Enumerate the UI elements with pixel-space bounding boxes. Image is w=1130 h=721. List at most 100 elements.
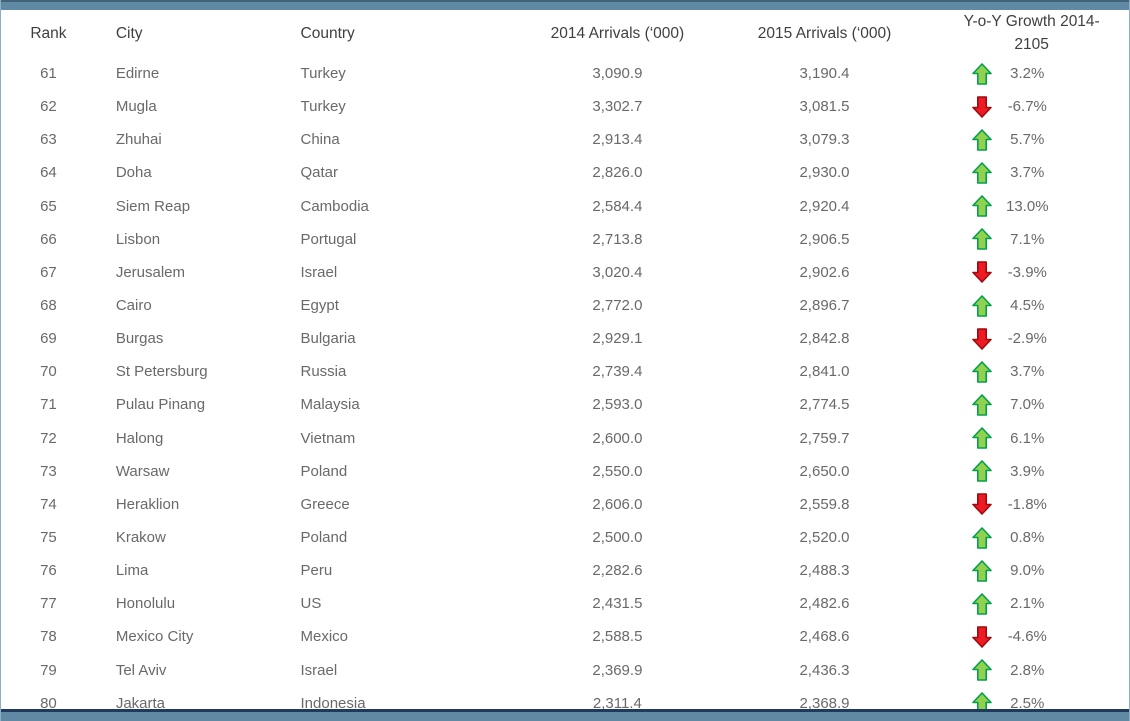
- growth-cell: -3.9%: [934, 261, 1129, 284]
- country-cell: Vietnam: [300, 429, 356, 447]
- up-arrow-icon: [972, 228, 993, 251]
- rank-cell: 68: [40, 297, 57, 315]
- up-arrow-icon: [972, 62, 993, 85]
- table-row: 78 Mexico City Mexico 2,588.5 2,468.6 -4…: [1, 620, 1129, 653]
- rank-cell: 69: [40, 330, 57, 348]
- up-arrow-icon: [972, 559, 993, 582]
- city-cell: Jerusalem: [115, 263, 186, 281]
- rank-cell: 75: [40, 529, 57, 547]
- rank-cell: 71: [40, 396, 57, 414]
- country-cell: Portugal: [300, 230, 357, 248]
- arrivals-2015-cell: 2,488.3: [799, 562, 850, 580]
- table-row: 71 Pulau Pinang Malaysia 2,593.0 2,774.5…: [1, 388, 1129, 421]
- table-body: 61 Edirne Turkey 3,090.9 3,190.4 3.2% 62…: [1, 57, 1129, 720]
- growth-cell: -1.8%: [934, 493, 1129, 516]
- growth-cell: 2.1%: [934, 593, 1129, 615]
- city-cell: Heraklion: [115, 495, 180, 513]
- up-arrow-icon: [972, 394, 993, 416]
- country-cell: Indonesia: [300, 694, 366, 712]
- rank-cell: 78: [40, 628, 57, 646]
- growth-value: 13.0%: [1006, 197, 1049, 215]
- city-cell: Pulau Pinang: [115, 396, 206, 414]
- rank-cell: 72: [40, 429, 57, 447]
- arrivals-2014-cell: 2,772.0: [592, 297, 643, 315]
- up-arrow-icon: [972, 460, 993, 483]
- rank-cell: 67: [40, 263, 57, 281]
- city-cell: Siem Reap: [115, 197, 191, 215]
- growth-value: 2.1%: [1010, 595, 1045, 613]
- growth-value: 3.7%: [1010, 164, 1045, 182]
- rank-cell: 62: [40, 98, 57, 116]
- column-header-rank: Rank: [30, 24, 67, 42]
- arrivals-2015-cell: 2,841.0: [799, 363, 850, 381]
- growth-cell: 9.0%: [934, 559, 1129, 582]
- arrivals-2014-cell: 2,500.0: [592, 529, 643, 547]
- arrivals-2014-cell: 3,020.4: [592, 263, 643, 281]
- top-accent-bar: [1, 0, 1129, 10]
- bottom-accent-bar: [1, 709, 1129, 721]
- up-arrow-icon: [972, 162, 993, 184]
- growth-cell: 3.2%: [934, 62, 1129, 85]
- country-cell: Israel: [300, 661, 338, 679]
- arrivals-2015-cell: 2,368.9: [799, 694, 850, 712]
- growth-value: 2.5%: [1010, 694, 1045, 712]
- country-cell: Poland: [300, 462, 348, 480]
- rank-cell: 76: [40, 562, 57, 580]
- growth-value: -1.8%: [1007, 495, 1047, 513]
- country-cell: Israel: [300, 263, 338, 281]
- arrivals-2015-cell: 3,081.5: [799, 98, 850, 116]
- table-row: 67 Jerusalem Israel 3,020.4 2,902.6 -3.9…: [1, 256, 1129, 289]
- growth-value: 4.5%: [1010, 297, 1045, 315]
- arrivals-2014-cell: 2,600.0: [592, 429, 643, 447]
- city-cell: Cairo: [115, 297, 152, 315]
- arrivals-2014-cell: 2,929.1: [592, 330, 643, 348]
- growth-value: 6.1%: [1010, 429, 1045, 447]
- arrivals-2014-cell: 2,588.5: [592, 628, 643, 646]
- growth-value: -2.9%: [1007, 330, 1047, 348]
- arrivals-2014-cell: 2,431.5: [592, 595, 643, 613]
- growth-cell: 6.1%: [934, 427, 1129, 449]
- growth-cell: 7.1%: [934, 228, 1129, 251]
- rank-cell: 80: [40, 694, 57, 712]
- rank-cell: 65: [40, 197, 57, 215]
- table-row: 70 St Petersburg Russia 2,739.4 2,841.0 …: [1, 355, 1129, 388]
- table-row: 76 Lima Peru 2,282.6 2,488.3 9.0%: [1, 554, 1129, 587]
- growth-cell: 5.7%: [934, 129, 1129, 151]
- rank-cell: 79: [40, 661, 57, 679]
- country-cell: Russia: [300, 363, 347, 381]
- growth-cell: -6.7%: [934, 95, 1129, 118]
- rank-cell: 77: [40, 595, 57, 613]
- growth-cell: 3.9%: [934, 460, 1129, 483]
- arrivals-2015-cell: 2,650.0: [799, 462, 850, 480]
- growth-cell: 7.0%: [934, 394, 1129, 416]
- up-arrow-icon: [972, 427, 993, 449]
- up-arrow-icon: [972, 361, 993, 383]
- rank-cell: 61: [40, 65, 57, 83]
- growth-cell: 0.8%: [934, 526, 1129, 549]
- table-row: 61 Edirne Turkey 3,090.9 3,190.4 3.2%: [1, 57, 1129, 90]
- country-cell: Egypt: [300, 297, 339, 315]
- arrivals-2015-cell: 2,482.6: [799, 595, 850, 613]
- city-cell: St Petersburg: [115, 363, 208, 381]
- country-cell: Turkey: [300, 98, 346, 116]
- arrivals-2015-cell: 2,520.0: [799, 529, 850, 547]
- growth-value: 9.0%: [1010, 562, 1045, 580]
- down-arrow-icon: [972, 327, 993, 350]
- growth-cell: 4.5%: [934, 294, 1129, 317]
- city-cell: Doha: [115, 164, 152, 182]
- growth-value: 3.2%: [1010, 65, 1045, 83]
- arrivals-2014-cell: 2,713.8: [592, 230, 643, 248]
- country-cell: Bulgaria: [300, 330, 356, 348]
- up-arrow-icon: [972, 526, 993, 549]
- table-row: 66 Lisbon Portugal 2,713.8 2,906.5 7.1%: [1, 223, 1129, 256]
- up-arrow-icon: [972, 129, 993, 151]
- growth-value: 3.9%: [1010, 462, 1045, 480]
- arrivals-2015-cell: 2,774.5: [799, 396, 850, 414]
- growth-value: -4.6%: [1007, 628, 1047, 646]
- arrivals-2014-cell: 2,739.4: [592, 363, 643, 381]
- table-row: 63 Zhuhai China 2,913.4 3,079.3 5.7%: [1, 123, 1129, 156]
- growth-value: -3.9%: [1007, 263, 1047, 281]
- arrivals-2014-cell: 2,913.4: [592, 131, 643, 149]
- column-header-city: City: [115, 24, 143, 42]
